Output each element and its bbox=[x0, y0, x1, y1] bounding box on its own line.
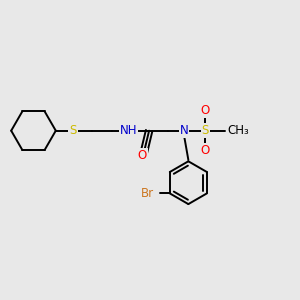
Text: S: S bbox=[202, 124, 209, 137]
Text: O: O bbox=[201, 104, 210, 117]
Text: Br: Br bbox=[141, 187, 154, 200]
Text: N: N bbox=[179, 124, 188, 137]
Text: S: S bbox=[69, 124, 77, 137]
Text: CH₃: CH₃ bbox=[228, 124, 249, 137]
Text: O: O bbox=[201, 144, 210, 158]
Text: NH: NH bbox=[120, 124, 137, 137]
Text: O: O bbox=[138, 149, 147, 162]
